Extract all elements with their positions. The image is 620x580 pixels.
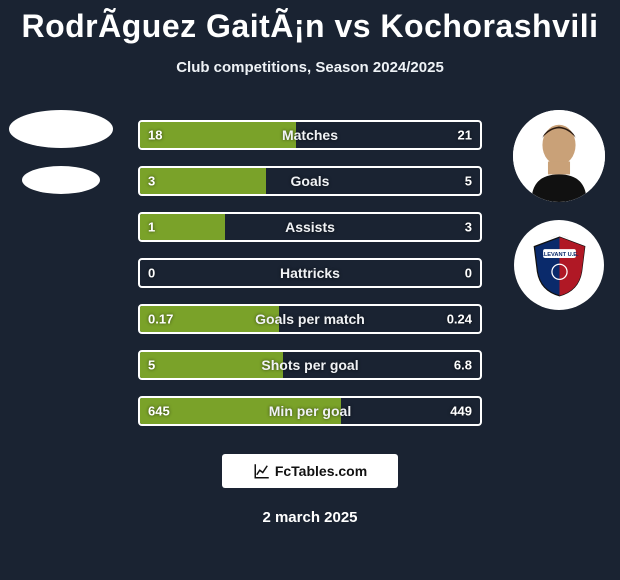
page-title: RodrÃ­guez GaitÃ¡n vs Kochorashvili [0, 0, 620, 45]
stat-bar-fill-player1 [140, 352, 283, 378]
stat-label: Hattricks [140, 265, 480, 281]
stat-value-player2: 0 [465, 266, 472, 281]
stat-value-player2: 5 [465, 174, 472, 189]
watermark: FcTables.com [222, 454, 398, 488]
stat-row: 56.8Shots per goal [138, 350, 482, 380]
stat-row: 1821Matches [138, 120, 482, 150]
levante-badge-icon: LLEVANT U.E. [528, 234, 591, 297]
stat-bar-fill-player1 [140, 398, 341, 424]
player2-club-badge: LLEVANT U.E. [514, 220, 604, 310]
stat-bars: 1821Matches35Goals13Assists00Hattricks0.… [138, 120, 482, 426]
stat-value-player1: 1 [148, 220, 155, 235]
stat-row: 35Goals [138, 166, 482, 196]
stat-value-player2: 6.8 [454, 358, 472, 373]
stat-row: 645449Min per goal [138, 396, 482, 426]
stat-value-player1: 3 [148, 174, 155, 189]
date-label: 2 march 2025 [0, 509, 620, 526]
player2-avatar-icon [513, 110, 605, 202]
player2-column: LLEVANT U.E. [504, 110, 614, 310]
stat-value-player2: 449 [450, 404, 472, 419]
stat-row: 0 0Hattricks [138, 258, 482, 288]
stat-value-player2: 21 [458, 128, 472, 143]
stat-value-player1: 645 [148, 404, 170, 419]
stat-value-player1: 0.17 [148, 312, 173, 327]
stat-bar-fill-player1 [140, 122, 296, 148]
player1-column [6, 110, 116, 194]
stat-value-player1: 5 [148, 358, 155, 373]
subtitle: Club competitions, Season 2024/2025 [0, 59, 620, 76]
player2-avatar [513, 110, 605, 202]
stat-value-player1: 18 [148, 128, 162, 143]
stat-row: 0.170.24Goals per match [138, 304, 482, 334]
player1-avatar-placeholder [9, 110, 113, 148]
stat-bar-fill-player1 [140, 168, 266, 194]
watermark-text: FcTables.com [275, 463, 367, 479]
player1-club-placeholder [22, 166, 100, 194]
stat-value-player1: 0 [148, 266, 155, 281]
stat-value-player2: 3 [465, 220, 472, 235]
stat-value-player2: 0.24 [447, 312, 472, 327]
svg-text:LLEVANT U.E.: LLEVANT U.E. [540, 252, 579, 258]
chart-icon [253, 462, 271, 480]
stat-row: 13Assists [138, 212, 482, 242]
